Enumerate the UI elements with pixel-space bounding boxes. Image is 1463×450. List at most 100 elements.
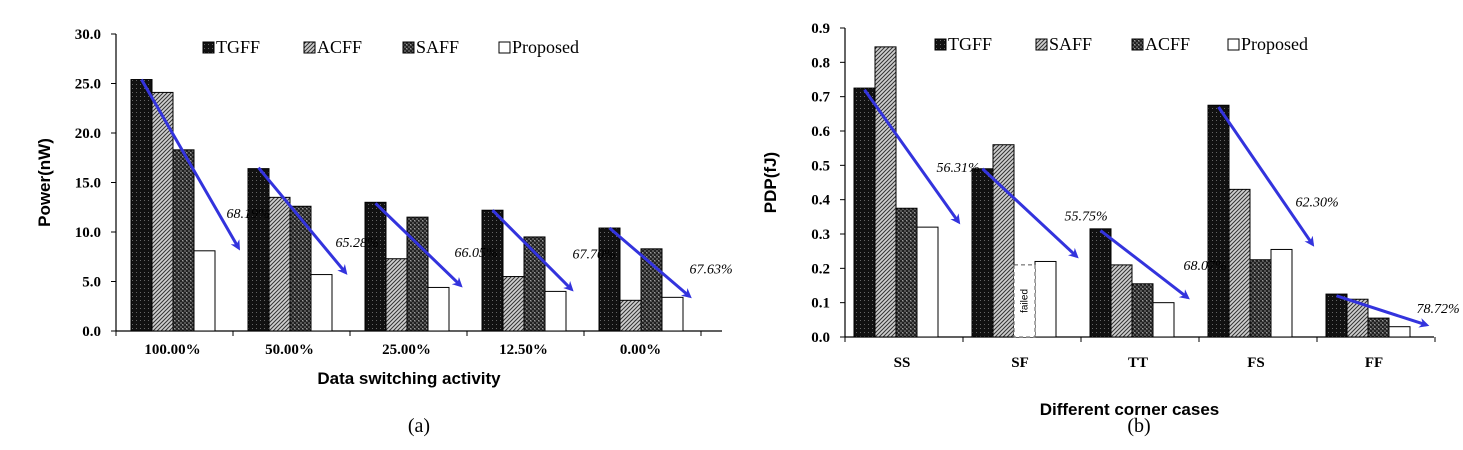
a-bar-saff (406, 216, 429, 332)
b-bar-proposed (1152, 302, 1175, 338)
a-bar-tgff (364, 201, 387, 332)
a-category-label: 50.00% (265, 342, 314, 358)
b-category-label: FS (1247, 355, 1265, 371)
chart-a-power: 0.0 5.0 10.0 15.0 20.0 25.0 30.0 100.00% 50.00% 2… (35, 27, 733, 437)
a-reduction-label: 65.28% (336, 236, 379, 251)
b-bar-tgff (853, 87, 876, 338)
a-reduction-label: 67.63% (690, 263, 733, 278)
b-bar-acff (1249, 259, 1272, 338)
a-reduction-arrow (491, 209, 574, 292)
b-reduction-label: 62.30% (1296, 196, 1339, 211)
a-legend-label-acff: ACFF (317, 37, 362, 57)
b-ytick-label: 0.3 (811, 227, 830, 243)
a-category-label: 12.50% (499, 342, 548, 358)
a-x-axis-label: Data switching activity (317, 369, 501, 388)
b-reduction-arrow (1336, 294, 1430, 328)
b-ytick-label: 0.4 (811, 193, 830, 209)
a-bar-acff (619, 299, 642, 332)
b-reduction-arrow (863, 88, 961, 225)
a-bar-proposed (193, 250, 216, 332)
a-bar-saff (523, 236, 546, 332)
a-legend-swatch-tgff (202, 41, 215, 54)
a-category-label: 25.00% (382, 342, 431, 358)
a-bar-saff (172, 149, 195, 332)
chart-b-pdp: 0.0 0.1 0.2 0.3 0.4 0.5 0.6 0.7 0.8 0.9 SS SF TT FS FF… (761, 21, 1460, 437)
b-bar-proposed (1270, 248, 1293, 338)
b-bar-saff (1110, 264, 1133, 338)
b-bar-saff (874, 46, 897, 338)
a-legend-label-saff: SAFF (416, 37, 459, 57)
b-legend-swatch-tgff (934, 38, 947, 51)
b-bar-tgff (1207, 104, 1230, 338)
b-ytick-label: 0.6 (811, 124, 830, 140)
a-ytick-label: 10.0 (75, 225, 101, 241)
a-bar-tgff (598, 227, 621, 332)
a-reduction-label: 68.19% (227, 207, 270, 222)
a-ytick-label: 15.0 (75, 176, 101, 192)
b-reduction-arrow (1099, 229, 1190, 300)
b-reduction-arrow (1217, 106, 1315, 247)
a-legend-swatch-proposed (498, 41, 511, 54)
b-bar-proposed (916, 226, 939, 338)
a-ytick-label: 30.0 (75, 27, 101, 43)
b-ytick-label: 0.5 (811, 158, 830, 174)
a-bar-saff (289, 205, 312, 332)
b-y-axis-label: PDP(fJ) (761, 152, 780, 213)
b-reduction-label: 55.75% (1065, 209, 1108, 224)
b-legend-swatch-acff (1131, 38, 1144, 51)
b-category-label: FF (1365, 355, 1383, 371)
b-reduction-label: 68.07% (1184, 259, 1227, 274)
b-ytick-label: 0.9 (811, 21, 830, 37)
a-reduction-arrow (257, 166, 348, 275)
b-legend-label-saff: SAFF (1049, 34, 1092, 54)
b-reduction-label: 56.31% (937, 161, 980, 176)
b-legend-swatch-saff (1035, 38, 1048, 51)
b-category-label: TT (1128, 355, 1148, 371)
b-ytick-label: 0.0 (811, 330, 830, 346)
b-reduction-label: 78.72% (1417, 302, 1460, 317)
b-failed-label: failed (1020, 289, 1031, 313)
a-bar-proposed (661, 296, 684, 332)
b-legend-label-acff: ACFF (1145, 34, 1190, 54)
b-ytick-label: 0.7 (811, 90, 830, 106)
a-bar-acff (268, 196, 291, 332)
a-bar-proposed (427, 286, 450, 332)
a-ytick-label: 25.0 (75, 77, 101, 93)
b-legend-label-tgff: TGFF (948, 34, 992, 54)
a-ytick-label: 5.0 (82, 275, 101, 291)
a-legend-label-tgff: TGFF (216, 37, 260, 57)
a-reduction-arrow (608, 226, 692, 299)
b-bar-acff (1367, 317, 1390, 338)
a-bar-tgff (130, 79, 153, 332)
b-failed-bar (1013, 264, 1036, 338)
b-category-label: SF (1011, 355, 1029, 371)
a-bar-proposed (310, 274, 333, 332)
b-bar-proposed (1034, 260, 1057, 338)
a-reduction-arrow (140, 78, 240, 251)
a-category-label: 100.00% (144, 342, 200, 358)
b-category-label: SS (894, 355, 911, 371)
b-bar-tgff (1089, 228, 1112, 338)
b-legend-label-proposed: Proposed (1241, 34, 1308, 54)
b-bar-acff (895, 207, 918, 338)
a-category-label: 0.00% (620, 342, 661, 358)
a-reduction-arrow (374, 202, 463, 288)
a-reduction-label: 67.70% (573, 248, 616, 263)
a-reduction-label: 66.05% (455, 246, 498, 261)
b-legend-swatch-proposed (1227, 38, 1240, 51)
a-legend-label-proposed: Proposed (512, 37, 579, 57)
b-reduction-arrow (981, 167, 1079, 259)
a-legend-swatch-acff (303, 41, 316, 54)
b-bar-saff (1228, 188, 1251, 338)
b-bar-proposed (1388, 326, 1411, 338)
b-bar-saff (992, 144, 1015, 338)
a-bar-tgff (481, 209, 504, 332)
a-ytick-label: 0.0 (82, 324, 101, 340)
b-caption: (b) (1127, 415, 1150, 437)
b-ytick-label: 0.2 (811, 261, 830, 277)
b-bar-tgff (1325, 293, 1348, 338)
a-bar-acff (385, 258, 408, 332)
a-legend-swatch-saff (402, 41, 415, 54)
b-x-axis-label: Different corner cases (1040, 400, 1220, 419)
